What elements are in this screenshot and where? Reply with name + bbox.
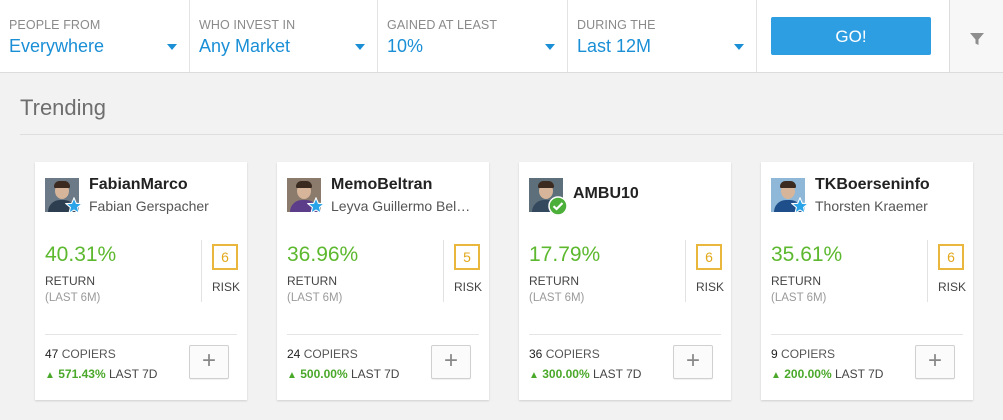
copy-add-button[interactable]: + [673, 345, 713, 379]
risk-label: RISK [212, 280, 241, 294]
copiers-count: 9 COPIERS [771, 347, 835, 361]
copiers-label: COPIERS [61, 347, 116, 361]
copy-add-button[interactable]: + [431, 345, 471, 379]
filter-label: GAINED AT LEAST [387, 18, 498, 32]
divider [201, 240, 202, 302]
risk-score-badge: 6 [212, 244, 238, 270]
chevron-down-icon [545, 44, 555, 50]
filter-who-invest-in[interactable]: WHO INVEST IN Any Market [190, 0, 378, 72]
copiers-label: COPIERS [303, 347, 358, 361]
username-link[interactable]: FabianMarco [89, 176, 188, 193]
filter-people-from[interactable]: PEOPLE FROM Everywhere [0, 0, 190, 72]
return-label: RETURN [287, 274, 337, 288]
copiers-gain: ▲ 200.00% LAST 7D [771, 367, 883, 381]
filter-value: 10% [387, 36, 424, 56]
divider [287, 334, 479, 335]
copiers-number: 36 [529, 347, 543, 361]
username-link[interactable]: TKBoerseninfo [815, 176, 930, 193]
filter-bar: PEOPLE FROM Everywhere WHO INVEST IN Any… [0, 0, 1003, 73]
copiers-number: 47 [45, 347, 59, 361]
full-name: Fabian Gerspacher [89, 198, 209, 214]
trader-card[interactable]: MemoBeltran Leyva Guillermo Bel… 36.96% … [277, 162, 489, 400]
arrow-up-icon: ▲ [45, 370, 55, 381]
verified-check-icon [548, 196, 568, 216]
gain-period: LAST 7D [108, 367, 158, 381]
filter-gained-at-least[interactable]: GAINED AT LEAST 10% [378, 0, 568, 72]
trader-card[interactable]: FabianMarco Fabian Gerspacher 40.31% RET… [35, 162, 247, 400]
avatar[interactable] [287, 178, 321, 212]
copiers-gain: ▲ 300.00% LAST 7D [529, 367, 641, 381]
filter-value: Last 12M [577, 36, 652, 56]
risk-label: RISK [696, 280, 725, 294]
trader-card[interactable]: TKBoerseninfo Thorsten Kraemer 35.61% RE… [761, 162, 973, 400]
risk-score-badge: 6 [938, 244, 964, 270]
gain-period: LAST 7D [592, 367, 642, 381]
arrow-up-icon: ▲ [529, 370, 539, 381]
return-label: RETURN [771, 274, 821, 288]
trader-card[interactable]: AMBU10 17.79% RETURN (LAST 6M) 6 RISK 36… [519, 162, 731, 400]
risk-label: RISK [454, 280, 483, 294]
filter-label: PEOPLE FROM [9, 18, 101, 32]
filter-toggle-button[interactable] [949, 0, 1003, 72]
star-badge-icon [307, 197, 325, 215]
copy-add-button[interactable]: + [915, 345, 955, 379]
copiers-number: 9 [771, 347, 778, 361]
username-link[interactable]: MemoBeltran [331, 176, 433, 193]
username-link[interactable]: AMBU10 [573, 185, 639, 202]
return-value: 17.79% [529, 243, 601, 266]
return-period: (LAST 6M) [287, 292, 343, 304]
return-label: RETURN [45, 274, 95, 288]
copiers-count: 36 COPIERS [529, 347, 600, 361]
risk-score-badge: 5 [454, 244, 480, 270]
star-badge-icon [65, 197, 83, 215]
gain-period: LAST 7D [350, 367, 400, 381]
chevron-down-icon [734, 44, 744, 50]
divider [685, 240, 686, 302]
copiers-count: 47 COPIERS [45, 347, 116, 361]
divider [771, 334, 963, 335]
chevron-down-icon [167, 44, 177, 50]
gain-percent: 500.00% [300, 367, 348, 381]
return-period: (LAST 6M) [45, 292, 101, 304]
full-name: Leyva Guillermo Bel… [331, 198, 471, 214]
gain-percent: 200.00% [784, 367, 832, 381]
arrow-up-icon: ▲ [287, 370, 297, 381]
filter-label: DURING THE [577, 18, 656, 32]
gain-percent: 300.00% [542, 367, 590, 381]
copiers-label: COPIERS [781, 347, 836, 361]
divider [529, 334, 721, 335]
full-name: Thorsten Kraemer [815, 198, 928, 214]
copiers-number: 24 [287, 347, 301, 361]
filter-value: Everywhere [9, 36, 105, 56]
go-button[interactable]: GO! [771, 17, 931, 55]
return-label: RETURN [529, 274, 579, 288]
gain-period: LAST 7D [834, 367, 884, 381]
risk-score-badge: 6 [696, 244, 722, 270]
filter-during-the[interactable]: DURING THE Last 12M [568, 0, 757, 72]
copiers-gain: ▲ 571.43% LAST 7D [45, 367, 157, 381]
section-title: Trending [20, 95, 107, 120]
star-badge-icon [791, 197, 809, 215]
return-value: 36.96% [287, 243, 359, 266]
chevron-down-icon [355, 44, 365, 50]
return-value: 40.31% [45, 243, 117, 266]
divider [443, 240, 444, 302]
gain-percent: 571.43% [58, 367, 106, 381]
copiers-count: 24 COPIERS [287, 347, 358, 361]
avatar[interactable] [45, 178, 79, 212]
divider [45, 334, 237, 335]
funnel-icon [970, 33, 984, 45]
divider [20, 134, 1003, 135]
return-value: 35.61% [771, 243, 843, 266]
copy-add-button[interactable]: + [189, 345, 229, 379]
arrow-up-icon: ▲ [771, 370, 781, 381]
copiers-label: COPIERS [545, 347, 600, 361]
divider [927, 240, 928, 302]
filter-label: WHO INVEST IN [199, 18, 296, 32]
copiers-gain: ▲ 500.00% LAST 7D [287, 367, 399, 381]
risk-label: RISK [938, 280, 967, 294]
filter-value: Any Market [199, 36, 291, 56]
return-period: (LAST 6M) [529, 292, 585, 304]
return-period: (LAST 6M) [771, 292, 827, 304]
